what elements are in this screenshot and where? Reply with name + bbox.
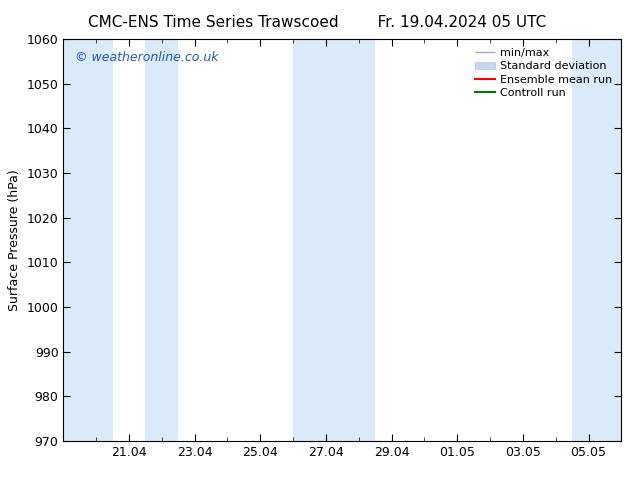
Text: CMC-ENS Time Series Trawscoed        Fr. 19.04.2024 05 UTC: CMC-ENS Time Series Trawscoed Fr. 19.04.… [88, 15, 546, 30]
Bar [145, 39, 178, 441]
Bar [572, 39, 621, 441]
Y-axis label: Surface Pressure (hPa): Surface Pressure (hPa) [8, 169, 21, 311]
Bar [63, 39, 113, 441]
Legend: min/max, Standard deviation, Ensemble mean run, Controll run: min/max, Standard deviation, Ensemble me… [471, 45, 616, 101]
Bar [293, 39, 375, 441]
Text: © weatheronline.co.uk: © weatheronline.co.uk [75, 51, 218, 64]
